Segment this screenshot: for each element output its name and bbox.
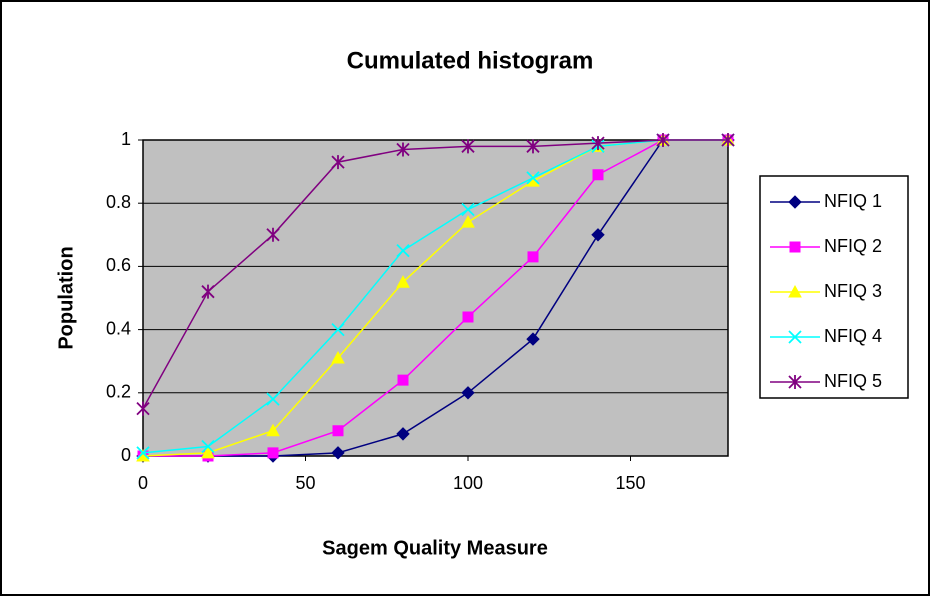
marker [136,401,150,416]
marker [461,215,475,228]
series-line [142,139,728,409]
y-tick-label: 0.4 [106,318,131,338]
y-tick-label: 0 [121,445,131,465]
marker [788,195,802,209]
marker [266,227,280,242]
marker [332,425,344,437]
legend-label: NFIQ 1 [824,191,882,211]
x-axis-label: Sagem Quality Measure [322,537,548,559]
marker [591,228,605,242]
marker [201,284,215,299]
marker [591,136,605,151]
marker [656,133,670,147]
y-tick-label: 0.2 [106,382,131,402]
marker [331,322,345,337]
marker [266,423,280,437]
marker [721,133,735,147]
y-tick-label: 1 [121,129,131,149]
legend-box [759,175,909,399]
marker [397,374,409,386]
x-tick-label: 50 [295,473,315,493]
plot-area [143,140,728,456]
x-tick-label: 0 [138,473,148,493]
marker [396,243,410,258]
chart-title: Cumulated histogram [347,47,594,74]
marker [526,171,540,185]
marker [396,275,410,288]
marker [461,202,475,217]
marker [396,427,410,441]
marker [331,350,345,364]
marker [788,330,802,344]
x-tick-label: 100 [453,473,483,493]
series-line [142,139,728,454]
y-tick-label: 0.6 [106,255,131,275]
marker [789,241,801,253]
legend-label: NFIQ 5 [824,371,882,391]
plot-border [142,139,729,457]
marker [201,445,215,459]
marker [267,447,279,459]
marker [331,446,345,460]
marker [526,332,540,346]
marker [396,142,410,157]
marker [526,139,540,154]
marker [331,155,345,170]
legend-label: NFIQ 4 [824,326,882,346]
legend-label: NFIQ 3 [824,281,882,301]
marker [788,284,802,298]
marker [136,446,150,460]
legend-label: NFIQ 2 [824,236,882,256]
marker [266,392,280,406]
marker [462,311,474,323]
marker [461,386,475,400]
marker [461,139,475,154]
y-tick-label: 0.8 [106,192,131,212]
marker [788,375,802,389]
marker [527,251,539,263]
x-tick-label: 150 [615,473,645,493]
marker [201,439,215,454]
series-line [143,139,728,457]
marker [592,169,604,181]
y-axis-label: Population [55,246,77,349]
series-line [143,139,728,457]
